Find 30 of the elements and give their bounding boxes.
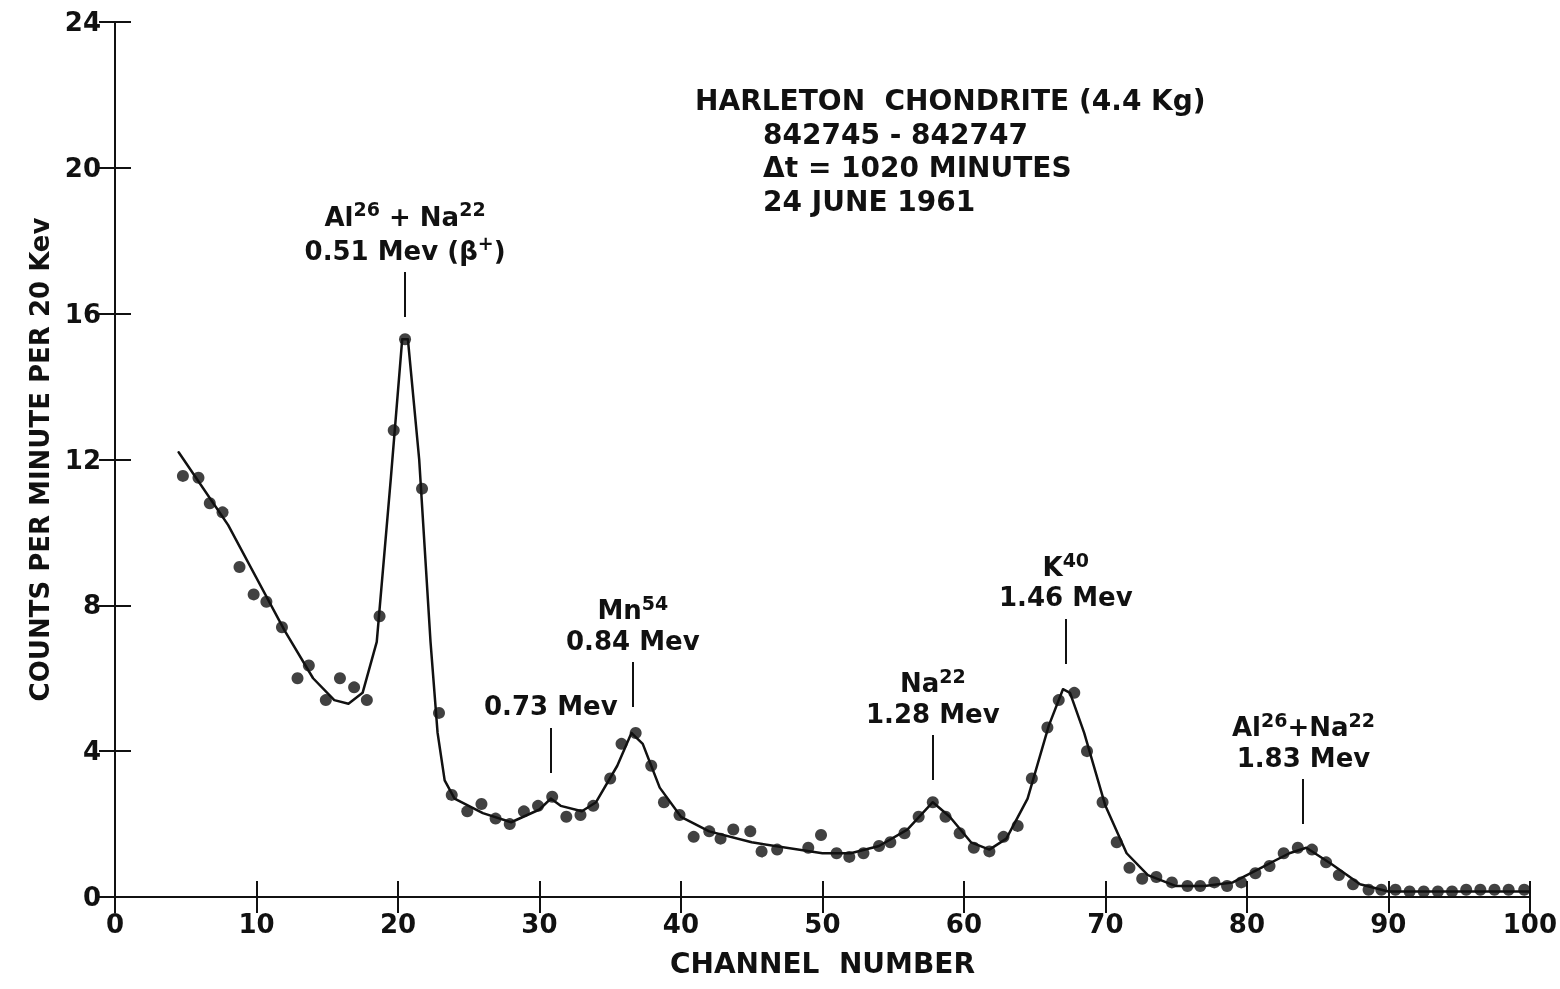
annotation: HARLETON CHONDRITE (4.4 Kg) [695,84,1206,118]
annotation: Δt = 1020 MINUTES [763,151,1073,185]
x-tick-label: 90 [1370,909,1407,939]
annotation: Al$^{26}$ + Na$^{22}$ 0.51 Mev (β$^{+}$) [304,198,506,267]
x-tick-label: 20 [379,909,417,939]
annotation: 24 JUNE 1961 [763,184,977,219]
y-tick-label: 24 [64,7,101,37]
annotation: Al$^{26}$+Na$^{22}$ 1.83 Mev [1231,708,1376,773]
y-tick-label: 0 [82,882,101,912]
annotation: 842745 - 842747 [763,117,1029,152]
annotation: Na$^{22}$ 1.28 Mev [865,664,1000,730]
x-tick-label: 100 [1502,909,1557,939]
y-tick-label: 16 [64,298,101,329]
x-axis-title: CHANNEL NUMBER [669,946,975,980]
annotation: 0.73 Mev [483,691,618,722]
y-tick-label: 12 [64,444,101,475]
y-tick-label: 4 [82,736,101,767]
x-tick-label: 10 [238,909,275,939]
y-axis-title: COUNTS PER MINUTE PER 20 Kev [25,217,55,702]
x-tick-label: 30 [521,909,558,939]
annotation: Mn$^{54}$ 0.84 Mev [566,591,700,657]
x-tick-label: 80 [1228,909,1265,939]
x-tick-label: 50 [804,909,841,939]
x-tick-label: 40 [662,909,700,939]
x-tick-label: 0 [105,909,125,939]
y-tick-label: 8 [82,590,101,621]
x-tick-label: 60 [945,909,983,939]
annotation: K$^{40}$ 1.46 Mev [998,548,1133,613]
x-tick-label: 70 [1087,909,1124,939]
y-tick-label: 20 [64,152,101,183]
